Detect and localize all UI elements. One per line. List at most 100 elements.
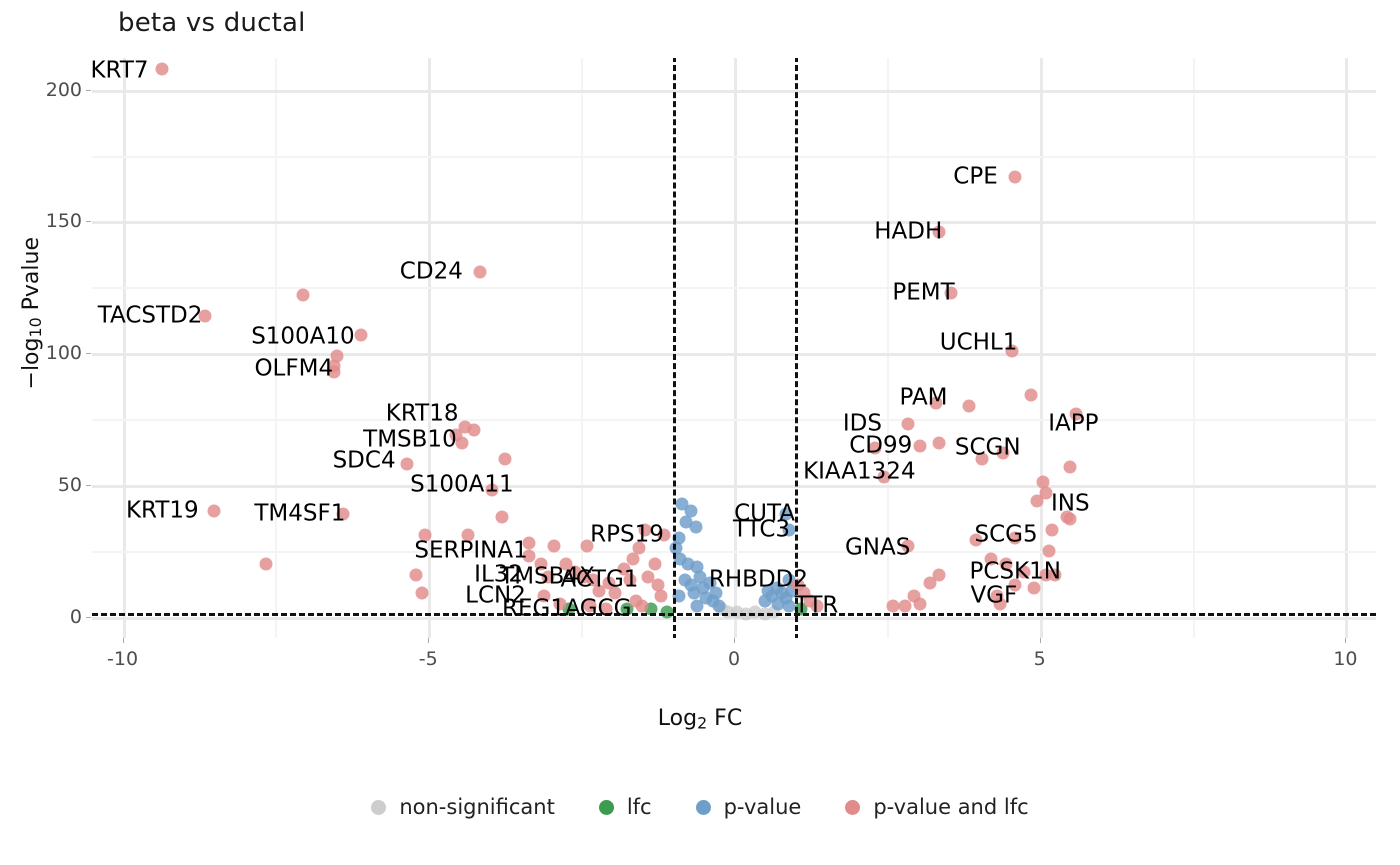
data-point — [654, 589, 668, 603]
data-point — [553, 597, 567, 611]
x-tick-label: -5 — [418, 648, 438, 670]
data-point — [638, 523, 652, 537]
data-point — [932, 568, 946, 582]
data-point — [689, 520, 703, 534]
data-point — [1045, 523, 1059, 537]
data-point — [1017, 565, 1031, 579]
data-point — [1060, 510, 1074, 524]
grid-line-x-minor — [886, 58, 889, 638]
data-point — [473, 265, 487, 279]
y-tick-label: 150 — [45, 210, 82, 233]
legend-lfc-label: lfc — [626, 795, 652, 819]
data-point — [962, 399, 976, 413]
data-point — [207, 504, 221, 518]
grid-line-x-major — [734, 58, 737, 638]
data-point — [1008, 578, 1022, 592]
gene-label: HADH — [874, 218, 943, 245]
legend-p-value-label: p-value — [723, 795, 802, 819]
gene-label: S100A10 — [251, 323, 355, 350]
data-point — [648, 557, 661, 571]
grid-line-x-minor — [1192, 58, 1195, 638]
data-point — [296, 288, 310, 302]
data-point — [577, 570, 591, 584]
data-point — [1069, 407, 1083, 421]
data-point — [712, 599, 726, 613]
data-point — [547, 539, 561, 553]
data-point — [155, 62, 169, 76]
grid-line-y-major — [92, 89, 1376, 93]
data-point — [617, 562, 631, 576]
data-point — [1039, 568, 1053, 582]
data-point — [599, 602, 613, 616]
data-point — [534, 557, 548, 571]
data-point — [415, 586, 429, 600]
data-point — [923, 576, 937, 590]
data-point — [1036, 475, 1050, 489]
grid-line-y-minor — [92, 419, 1376, 422]
gene-label: TACSTD2 — [97, 302, 203, 329]
data-point — [984, 552, 998, 566]
gene-label: TMSB4X — [500, 563, 595, 590]
grid-line-x-major — [122, 58, 126, 638]
data-point — [485, 483, 499, 497]
data-point — [400, 457, 414, 471]
gene-label: IL32 — [474, 561, 524, 588]
legend: non-significant lfc p-value p-value and lfc — [0, 795, 1400, 819]
gene-label: PCSK1N — [969, 558, 1061, 585]
grid-line-x-major — [1345, 58, 1349, 638]
data-point — [651, 578, 665, 592]
data-point — [929, 396, 943, 410]
data-point — [354, 328, 368, 342]
data-point — [657, 528, 671, 542]
data-point — [1039, 486, 1053, 500]
grid-line-y-major — [92, 353, 1376, 357]
data-point — [632, 541, 646, 555]
data-point — [690, 560, 704, 574]
data-point — [932, 225, 946, 239]
x-axis-title: Log2 FC — [0, 706, 1400, 732]
legend-non-significant[interactable]: non-significant — [371, 795, 555, 819]
x-tick-mark — [1345, 638, 1347, 643]
gene-label: INS — [1050, 490, 1090, 517]
data-point — [782, 523, 796, 537]
x-tick-mark — [122, 638, 124, 643]
y-tick-label: 200 — [45, 78, 82, 101]
plot-panel: KRT7 TACSTD2 S100A10 OLFM4 CD24 KRT18 TMSB10 SD… — [92, 58, 1376, 638]
gene-label: REG1A — [502, 595, 581, 622]
x-axis-title-post: FC — [707, 706, 743, 731]
data-point — [1027, 581, 1041, 595]
gene-label: SERPINA1 — [414, 537, 528, 564]
data-point — [461, 528, 475, 542]
x-axis-title-sub: 2 — [697, 713, 708, 733]
data-point — [944, 286, 958, 300]
data-point — [635, 599, 649, 613]
x-tick-label: 5 — [1033, 648, 1046, 670]
data-point — [259, 557, 273, 571]
x-tick-mark — [734, 638, 735, 643]
legend-lfc[interactable]: lfc — [598, 795, 652, 819]
legend-lfc-swatch — [598, 799, 614, 815]
threshold-line-lfc — [672, 58, 676, 638]
gene-label: CD99 — [849, 432, 913, 459]
gene-label: CD24 — [399, 258, 463, 285]
legend-p-value-and-lfc-swatch — [845, 799, 861, 815]
gene-label: KIAA1324 — [803, 458, 916, 485]
legend-p-value[interactable]: p-value — [695, 795, 802, 819]
data-point — [522, 549, 536, 563]
data-point — [901, 417, 915, 431]
gene-label: KRT18 — [385, 400, 459, 427]
data-point — [669, 541, 683, 555]
data-point — [1008, 531, 1022, 545]
y-tick-mark — [86, 353, 91, 355]
gene-label: IAPP — [1048, 410, 1099, 437]
gene-label: TTR — [794, 592, 839, 619]
gene-label: ACTG1 — [560, 566, 639, 593]
threshold-line-pvalue — [92, 613, 1376, 617]
gene-label: CUTA — [734, 500, 796, 527]
grid-line-y-minor — [92, 155, 1376, 158]
data-point — [913, 597, 927, 611]
data-point — [877, 470, 891, 484]
legend-p-value-and-lfc[interactable]: p-value and lfc — [845, 795, 1029, 819]
gene-label: SCG5 — [974, 521, 1038, 548]
